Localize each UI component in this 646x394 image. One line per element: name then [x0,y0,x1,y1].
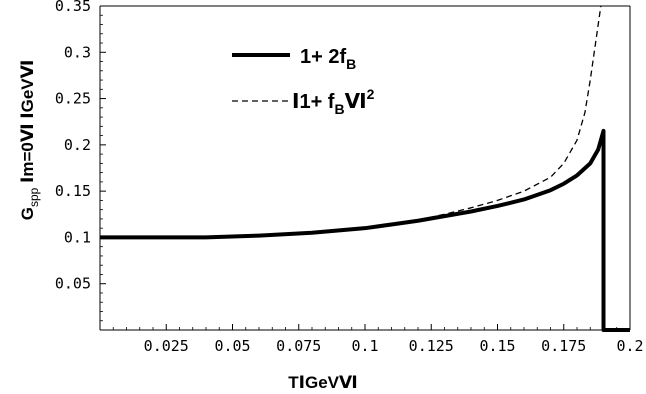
series-line-solid [100,128,630,332]
legend: 1+ 2fB Ⅰ1+ fBⅥ2 [232,46,375,117]
x-tick-label: 0.075 [276,337,321,355]
x-tick-label: 0.175 [541,337,586,355]
plot-frame [99,5,631,331]
legend-label-dashed-sub: B [334,101,344,117]
legend-label-solid: 1+ 2fB [300,46,356,72]
legend-label-dashed-main: Ⅰ1+ f [292,91,335,113]
y-tick-label: 0.15 [55,182,91,200]
series-layer [100,5,630,332]
y-tick-label: 0.3 [64,43,91,61]
x-tick-label: 0.2 [616,337,643,355]
legend-label-solid-main: 1+ 2f [300,46,346,68]
legend-label-solid-sub: B [346,56,356,72]
x-tick-label: 0.15 [479,337,515,355]
series-line-dashed [100,5,602,239]
y-axis-label-main: G [18,207,37,220]
legend-label-dashed: Ⅰ1+ fBⅥ2 [292,86,375,117]
y-axis-label-rest: Ⅰm=0Ⅵ ⅠGeVⅥ [18,60,37,188]
y-axis-label: Gspp Ⅰm=0Ⅵ ⅠGeVⅥ [18,60,41,221]
x-tick-label: 0.1 [351,337,378,355]
x-tick-label: 0.05 [214,337,250,355]
y-tick-label: 0.05 [55,275,91,293]
x-axis-label: TⅠGeVⅥ [288,373,357,392]
legend-label-dashed-sup: 2 [367,86,375,102]
ticks-layer: 0.025 0.05 0.075 0.1 0.125 0.15 0.175 0.2 0.05 0.… [55,0,644,355]
y-tick-label: 0.1 [64,228,91,246]
y-axis-label-sub: spp [27,187,41,207]
x-tick-label: 0.125 [409,337,454,355]
y-tick-label: 0.25 [55,90,91,108]
y-tick-label: 0.2 [64,136,91,154]
y-tick-label: 0.35 [55,0,91,15]
legend-label-dashed-after: Ⅵ [345,91,367,113]
x-tick-label: 0.025 [144,337,189,355]
